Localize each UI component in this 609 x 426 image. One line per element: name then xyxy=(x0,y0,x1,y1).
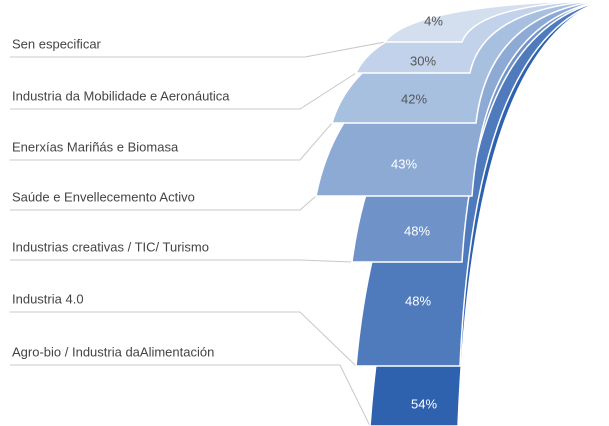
value-label: 30% xyxy=(410,53,436,68)
value-label: 42% xyxy=(401,91,427,106)
connector-line xyxy=(10,364,371,426)
connector-line xyxy=(10,41,386,58)
connector-line xyxy=(10,195,317,211)
category-label: Industria 4.0 xyxy=(12,291,84,306)
connector-line xyxy=(10,259,353,263)
category-label: Industria da Mobilidade e Aeronáutica xyxy=(12,88,230,103)
value-label: 43% xyxy=(391,156,417,171)
category-label: Saúde e Envellecemento Activo xyxy=(12,189,195,204)
connector-line xyxy=(10,122,333,161)
value-label: 48% xyxy=(405,293,431,308)
value-label: 48% xyxy=(404,223,430,238)
category-label: Industrias creativas / TIC/ Turismo xyxy=(12,239,209,254)
connector-line xyxy=(10,311,357,367)
value-label: 54% xyxy=(411,396,437,411)
connector-line xyxy=(10,72,357,110)
category-label: Sen especificar xyxy=(12,36,102,51)
category-label: Agro-bio / Industria daAlimentación xyxy=(12,344,214,359)
band xyxy=(383,0,607,43)
value-label: 4% xyxy=(424,13,443,28)
category-label: Enerxías Mariñás e Biomasa xyxy=(12,139,179,154)
